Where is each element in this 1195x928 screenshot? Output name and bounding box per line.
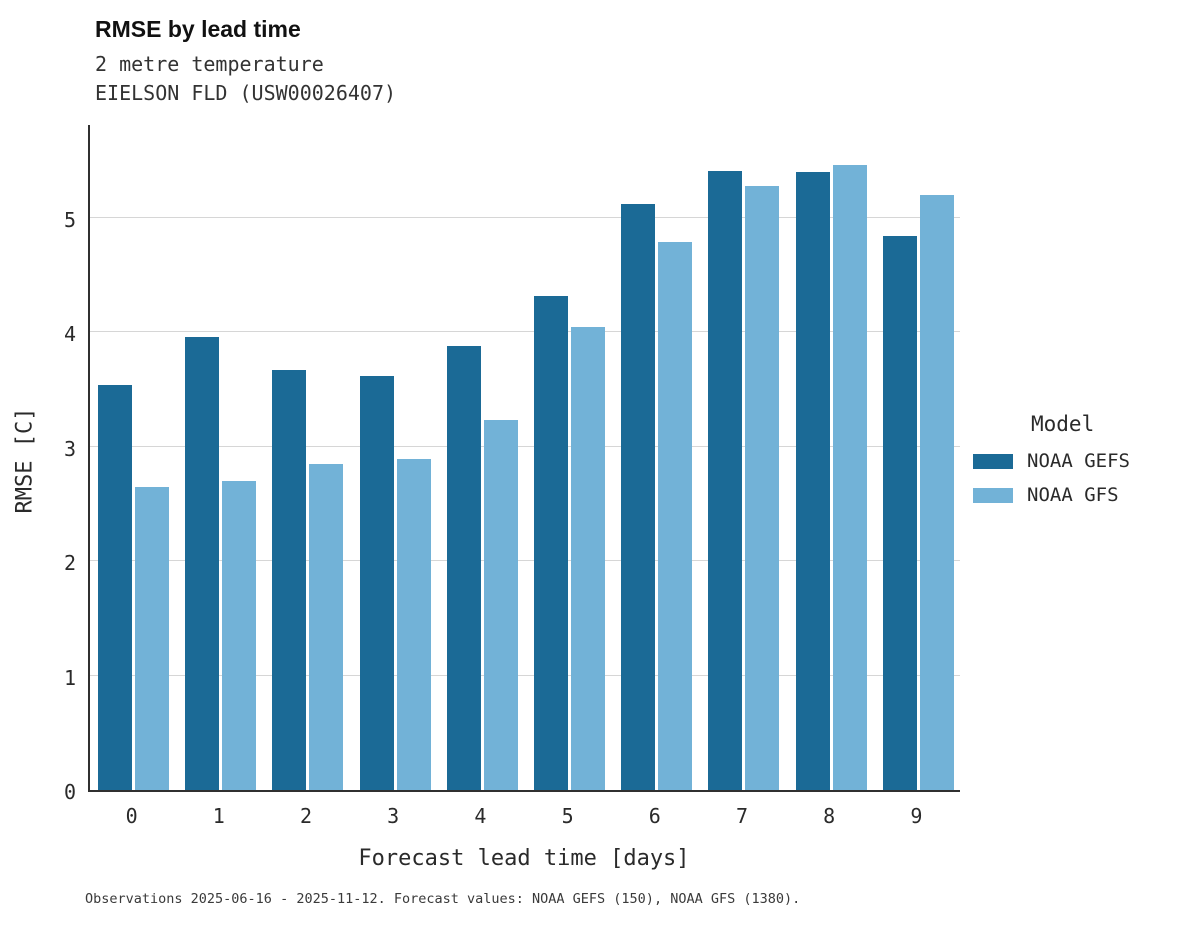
legend-entries: NOAA GEFS NOAA GFS — [973, 450, 1193, 506]
x-tick-label: 0 — [125, 804, 138, 828]
x-tick-label: 7 — [735, 804, 749, 828]
x-axis-title: Forecast lead time [days] — [358, 846, 690, 871]
bar-group — [526, 295, 613, 790]
y-tick-label: 2 — [63, 551, 76, 576]
bar-noaa-gfs — [135, 486, 170, 790]
bar-group — [613, 204, 700, 790]
y-axis-title: RMSE [C] — [12, 407, 38, 514]
gridline — [90, 216, 960, 218]
bar-noaa-gefs — [621, 204, 656, 790]
chart-subtitle-station: EIELSON FLD (USW00026407) — [95, 81, 397, 105]
bar-group — [875, 195, 962, 790]
plot-area — [88, 125, 960, 792]
bar-noaa-gefs — [359, 375, 394, 790]
chart-caption: Observations 2025-06-16 - 2025-11-12. Fo… — [85, 891, 801, 907]
bar-group — [90, 385, 177, 790]
bar-noaa-gefs — [446, 346, 481, 790]
legend-swatch-icon — [973, 487, 1013, 503]
legend-title: Model — [1031, 412, 1095, 436]
legend-label: NOAA GEFS — [1027, 450, 1130, 472]
x-tick-label: 5 — [561, 804, 574, 828]
bar-noaa-gfs — [832, 165, 867, 790]
chart-title: RMSE by lead time — [95, 16, 301, 42]
bar-noaa-gefs — [98, 385, 133, 790]
legend: Model NOAA GEFS NOAA GFS — [973, 412, 1193, 518]
bar-group — [177, 336, 264, 790]
bar-group — [700, 171, 787, 790]
x-tick-label: 1 — [212, 804, 225, 828]
chart-subtitle-variable: 2 metre temperature — [95, 52, 324, 76]
legend-entry: NOAA GFS — [973, 484, 1193, 506]
bar-noaa-gfs — [483, 420, 518, 790]
bar-noaa-gfs — [745, 185, 780, 790]
x-tick-label: 4 — [474, 804, 487, 828]
y-tick-label: 4 — [63, 322, 76, 347]
bar-noaa-gfs — [309, 463, 344, 790]
y-tick-label: 0 — [63, 780, 76, 804]
bar-noaa-gefs — [882, 236, 917, 790]
gridline — [90, 331, 960, 333]
bar-noaa-gfs — [658, 242, 693, 790]
bar-noaa-gefs — [534, 295, 569, 790]
x-tick-label: 3 — [387, 804, 400, 828]
y-tick-label: 5 — [63, 207, 76, 232]
y-tick-label: 1 — [63, 665, 76, 690]
bar-group — [439, 346, 526, 790]
legend-swatch-icon — [973, 453, 1013, 469]
x-tick-label: 9 — [910, 804, 923, 828]
bar-noaa-gfs — [919, 195, 954, 790]
gridline — [90, 445, 960, 447]
x-tick-label: 6 — [648, 804, 661, 828]
bar-noaa-gefs — [185, 336, 220, 790]
bar-noaa-gefs — [708, 171, 743, 790]
x-tick-label: 2 — [299, 804, 313, 828]
bar-noaa-gefs — [272, 370, 307, 790]
bar-group — [352, 375, 439, 790]
bar-noaa-gfs — [571, 326, 606, 790]
bar-noaa-gefs — [795, 172, 830, 790]
x-tick-label: 8 — [823, 804, 836, 828]
gridline — [90, 674, 960, 676]
bar-group — [264, 370, 351, 790]
y-tick-label: 3 — [63, 436, 76, 461]
bar-group — [788, 165, 875, 790]
bar-noaa-gfs — [396, 459, 431, 790]
gridline — [90, 560, 960, 562]
legend-label: NOAA GFS — [1027, 484, 1119, 506]
bar-noaa-gfs — [222, 481, 257, 790]
legend-entry: NOAA GEFS — [973, 450, 1193, 472]
